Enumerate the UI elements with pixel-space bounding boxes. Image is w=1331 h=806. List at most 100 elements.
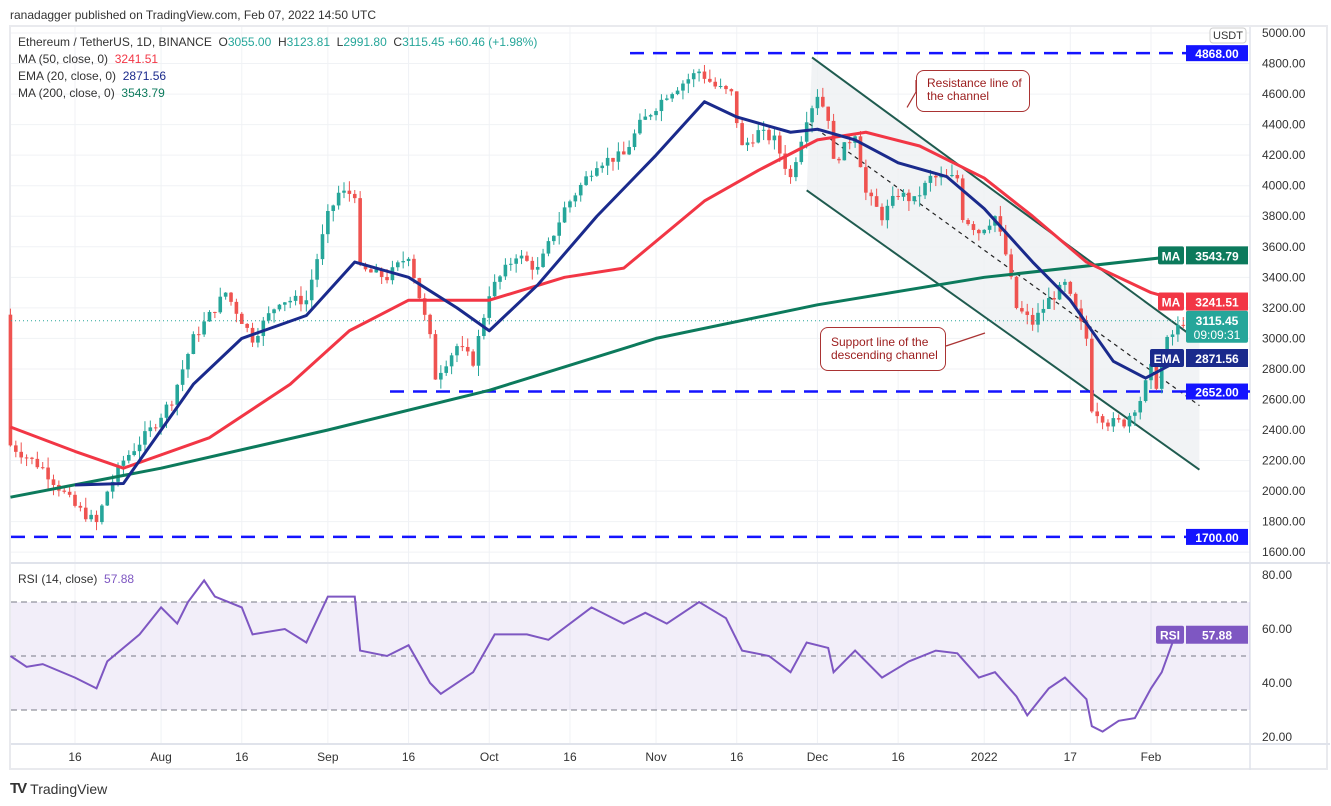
candle-up bbox=[455, 346, 459, 356]
ema20-label: EMA (20, close, 0) bbox=[18, 69, 117, 83]
candle-up bbox=[336, 192, 341, 206]
candle-up bbox=[503, 264, 508, 277]
candle-up bbox=[745, 142, 750, 146]
price-tick: 4800.00 bbox=[1262, 57, 1306, 71]
currency-label: USDT bbox=[1213, 30, 1243, 42]
high-value: 3123.81 bbox=[286, 35, 330, 49]
candle-up bbox=[1063, 281, 1067, 285]
candle-down bbox=[1122, 419, 1126, 427]
price-tick: 2600.00 bbox=[1262, 392, 1306, 406]
rsi-tick: 20.00 bbox=[1262, 730, 1292, 744]
candle-up bbox=[1041, 308, 1046, 313]
candle-down bbox=[998, 216, 1003, 232]
candle-up bbox=[648, 115, 653, 117]
candle-down bbox=[740, 123, 744, 146]
candle-up bbox=[890, 195, 895, 206]
candle-up bbox=[589, 175, 594, 177]
candle-down bbox=[713, 81, 718, 87]
candle-up bbox=[756, 130, 761, 143]
candle-up bbox=[923, 182, 927, 196]
time-tick: 16 bbox=[563, 750, 577, 764]
candle-up bbox=[546, 241, 551, 254]
candle-up bbox=[207, 311, 212, 322]
candle-up bbox=[928, 175, 933, 183]
candle-up bbox=[406, 258, 411, 262]
ma50-legend[interactable]: MA (50, close, 0) 3241.51 bbox=[18, 52, 158, 66]
candle-up bbox=[573, 195, 578, 202]
candle-down bbox=[229, 292, 233, 302]
candle-up bbox=[320, 234, 325, 260]
annotation-text: Resistance line of bbox=[927, 76, 1022, 90]
candle-down bbox=[363, 264, 368, 270]
ma50-label: MA (50, close, 0) bbox=[18, 52, 109, 66]
candle-down bbox=[729, 89, 734, 92]
time-tick: 2022 bbox=[971, 750, 998, 764]
annotation-text: descending channel bbox=[831, 348, 938, 362]
candle-down bbox=[234, 301, 239, 314]
candle-up bbox=[1046, 298, 1051, 309]
candle-down bbox=[1030, 314, 1035, 325]
time-tick: 16 bbox=[235, 750, 249, 764]
candle-up bbox=[670, 94, 674, 99]
price-tick: 4600.00 bbox=[1262, 87, 1306, 101]
price-tick: 4200.00 bbox=[1262, 148, 1306, 162]
candle-down bbox=[347, 190, 352, 194]
candle-down bbox=[777, 135, 782, 154]
candle-up bbox=[691, 73, 696, 80]
candle-up bbox=[917, 195, 922, 197]
candle-up bbox=[794, 162, 798, 178]
annotation-support[interactable]: Support line of the descending channel bbox=[820, 327, 946, 371]
candle-up bbox=[654, 111, 658, 116]
candle-up bbox=[605, 157, 610, 166]
candle-up bbox=[396, 262, 400, 268]
ema20-legend[interactable]: EMA (20, close, 0) 2871.56 bbox=[18, 69, 166, 83]
candle-down bbox=[907, 192, 911, 202]
rsi-legend[interactable]: RSI (14, close) 57.88 bbox=[18, 572, 134, 586]
candle-down bbox=[708, 78, 712, 82]
candle-down bbox=[1154, 363, 1159, 389]
candle-down bbox=[1009, 254, 1013, 277]
candle-down bbox=[767, 129, 771, 141]
price-tick: 3200.00 bbox=[1262, 301, 1306, 315]
candle-up bbox=[164, 404, 169, 418]
candle-up bbox=[326, 211, 330, 235]
price-tick: 2200.00 bbox=[1262, 454, 1306, 468]
ma200-line bbox=[10, 253, 1184, 499]
candle-up bbox=[1127, 415, 1132, 427]
candle-down bbox=[960, 178, 965, 220]
time-tick: Nov bbox=[645, 750, 666, 764]
symbol-legend: Ethereum / TetherUS, 1D, BINANCE O3055.0… bbox=[18, 35, 537, 49]
candle-down bbox=[1073, 293, 1078, 309]
candle-down bbox=[621, 151, 626, 155]
candle-up bbox=[180, 369, 185, 385]
candle-down bbox=[412, 258, 416, 279]
time-tick: Oct bbox=[480, 750, 499, 764]
currency-badge bbox=[1209, 27, 1247, 44]
candle-up bbox=[331, 205, 336, 212]
ma200-tag-label: MA bbox=[1162, 249, 1181, 263]
candle-down bbox=[858, 136, 863, 168]
change-value: +60.46 (+1.98%) bbox=[447, 35, 538, 49]
candle-up bbox=[815, 96, 820, 109]
candle-down bbox=[896, 195, 900, 197]
ma200-legend[interactable]: MA (200, close, 0) 3543.79 bbox=[18, 86, 165, 100]
annotation-resistance[interactable]: Resistance line of the channel bbox=[916, 70, 1030, 112]
low-value: 2991.80 bbox=[343, 35, 387, 49]
tradingview-logo[interactable]: TV TradingView bbox=[10, 780, 107, 797]
candle-up bbox=[552, 235, 556, 242]
candle-down bbox=[1014, 276, 1019, 309]
candle-down bbox=[783, 153, 787, 169]
ma50-value: 3241.51 bbox=[114, 52, 159, 66]
candle-down bbox=[239, 313, 244, 324]
candle-up bbox=[293, 295, 298, 301]
ma50-value-tag bbox=[1186, 292, 1248, 311]
candle-up bbox=[519, 255, 524, 259]
tradingview-brand: TradingView bbox=[30, 780, 108, 797]
candle-down bbox=[869, 192, 874, 197]
candle-up bbox=[202, 321, 206, 335]
rsi-tick: 80.00 bbox=[1262, 568, 1292, 582]
time-tick: Feb bbox=[1141, 750, 1162, 764]
candle-up bbox=[137, 444, 142, 452]
candle-up bbox=[1143, 380, 1148, 402]
